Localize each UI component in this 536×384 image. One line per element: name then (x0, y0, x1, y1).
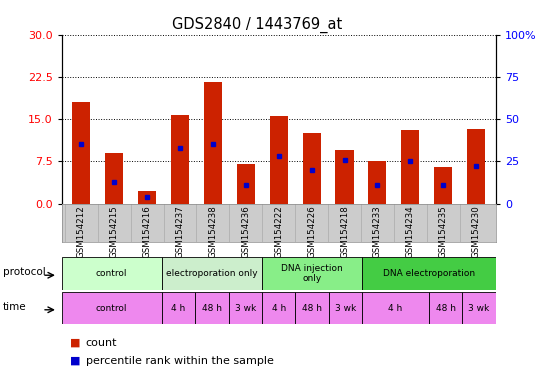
Bar (295, 292, 329, 324)
Text: GSM154230: GSM154230 (472, 205, 481, 258)
Bar (329, 292, 362, 324)
Text: ■: ■ (70, 338, 80, 348)
Bar (171, 114, 189, 204)
Text: GSM154216: GSM154216 (143, 205, 152, 258)
Text: time: time (3, 301, 26, 311)
Text: control: control (96, 269, 128, 278)
Text: GSM154233: GSM154233 (373, 205, 382, 258)
Bar (467, 129, 485, 204)
Text: 3 wk: 3 wk (468, 304, 490, 313)
Text: GSM154222: GSM154222 (274, 205, 283, 258)
Bar (62, 257, 162, 290)
Text: GSM154226: GSM154226 (307, 205, 316, 258)
Text: GSM154237: GSM154237 (176, 205, 184, 258)
Text: 48 h: 48 h (302, 304, 322, 313)
Text: GSM154212: GSM154212 (77, 205, 86, 258)
Bar (237, 164, 255, 204)
Bar (401, 130, 419, 204)
Text: GSM154238: GSM154238 (209, 205, 218, 258)
Bar (262, 257, 362, 290)
Text: GSM154236: GSM154236 (241, 205, 250, 258)
Text: control: control (96, 304, 128, 313)
Bar (429, 292, 463, 324)
Bar (368, 161, 386, 204)
Text: DNA injection
only: DNA injection only (281, 264, 343, 283)
Text: count: count (86, 338, 117, 348)
Text: DNA electroporation: DNA electroporation (383, 269, 475, 278)
Bar (362, 257, 496, 290)
Bar (162, 257, 262, 290)
Text: 3 wk: 3 wk (335, 304, 356, 313)
Bar (434, 167, 452, 204)
Bar (362, 292, 429, 324)
Text: GSM154215: GSM154215 (110, 205, 119, 258)
Bar (229, 292, 262, 324)
Bar (138, 191, 156, 204)
Bar (195, 292, 229, 324)
Bar (262, 292, 295, 324)
Text: protocol: protocol (3, 267, 46, 277)
Bar (302, 133, 321, 204)
Bar (270, 116, 288, 204)
Text: GSM154235: GSM154235 (438, 205, 448, 258)
Bar (105, 153, 123, 204)
Bar (336, 150, 354, 204)
Bar (72, 102, 91, 204)
Bar (204, 83, 222, 204)
Bar (162, 292, 195, 324)
Text: GSM154218: GSM154218 (340, 205, 349, 258)
Text: electroporation only: electroporation only (166, 269, 258, 278)
Text: 48 h: 48 h (202, 304, 222, 313)
Text: 3 wk: 3 wk (235, 304, 256, 313)
Text: 4 h: 4 h (272, 304, 286, 313)
Bar (62, 292, 162, 324)
Text: percentile rank within the sample: percentile rank within the sample (86, 356, 274, 366)
Text: 48 h: 48 h (436, 304, 456, 313)
Bar (463, 292, 496, 324)
Text: GDS2840 / 1443769_at: GDS2840 / 1443769_at (172, 17, 343, 33)
Text: 4 h: 4 h (172, 304, 185, 313)
Text: ■: ■ (70, 356, 80, 366)
Text: GSM154234: GSM154234 (406, 205, 415, 258)
Text: 4 h: 4 h (389, 304, 403, 313)
